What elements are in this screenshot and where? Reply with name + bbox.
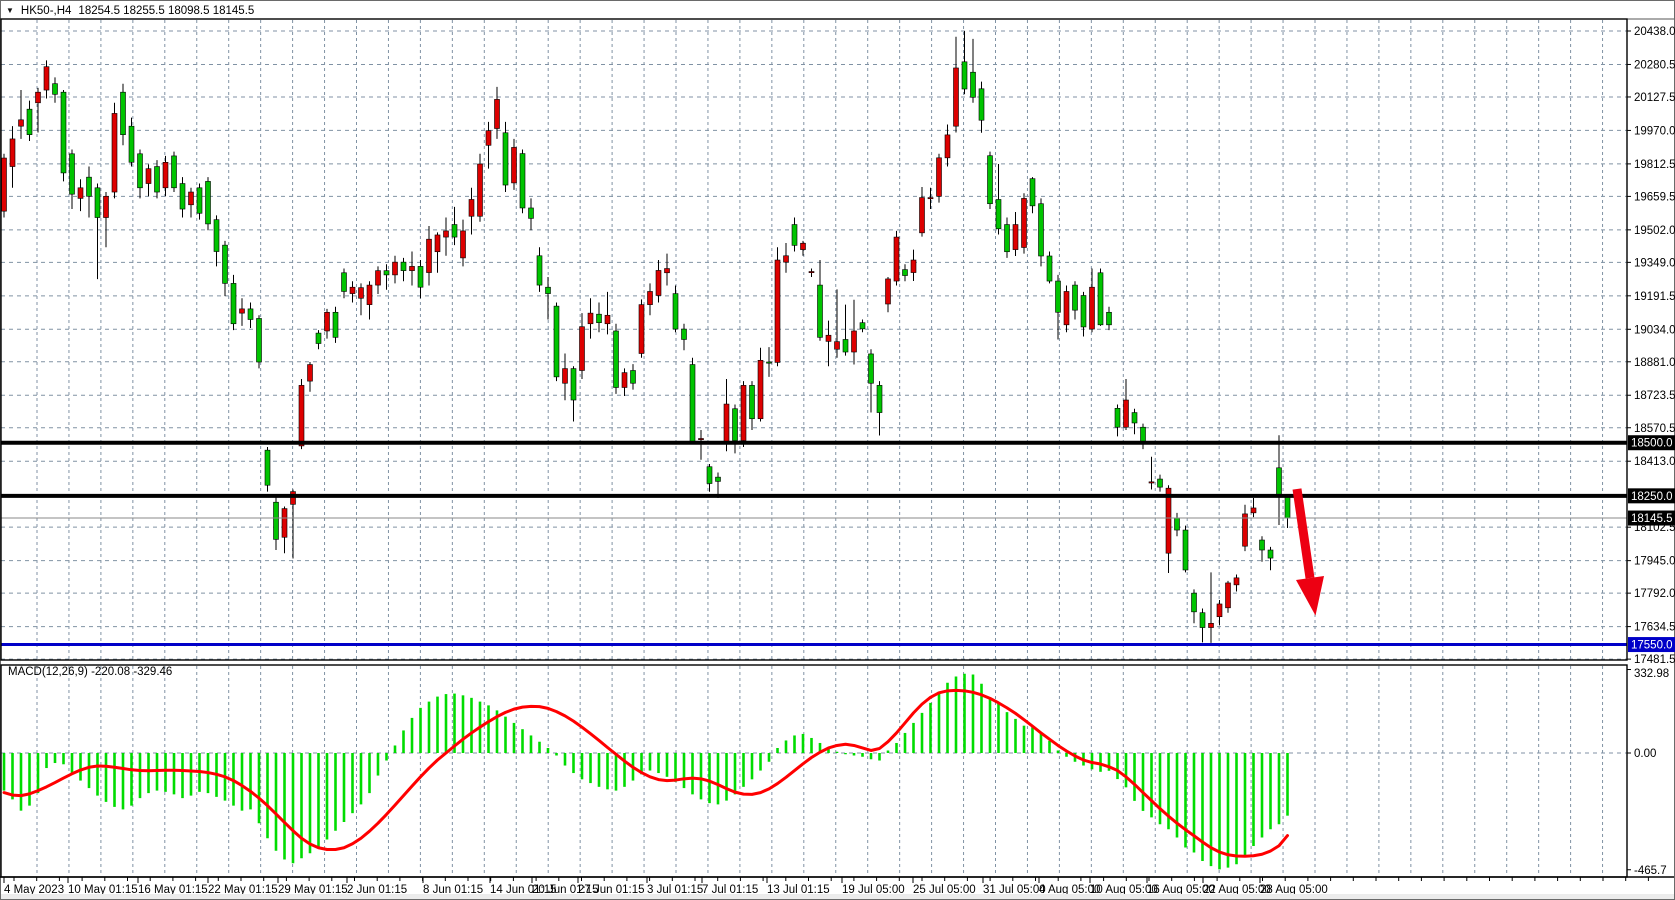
price-tick-label: 20438.0 [1634,26,1675,38]
price-tick-label: 17945.0 [1634,556,1675,568]
candles-layer [1,31,1291,643]
horizontal-scroll-area[interactable] [1,894,1674,899]
chart-title-overlay: ▼ HK50-,H4 18254.5 18255.5 18098.5 18145… [6,3,254,18]
macd-axis-label: -465.7 [1634,865,1667,877]
price-tick-label: 17792.0 [1634,588,1675,600]
date-tick-label: 14 Jun 01:15 [490,884,557,896]
date-tick-label: 31 Jul 05:00 [983,884,1046,896]
date-tick-label: 3 Jul 01:15 [647,884,703,896]
price-tick-label: 19812.5 [1634,159,1675,171]
price-tag-18250.0 [1628,488,1675,504]
pane-borders [0,18,1674,878]
date-tick-label: 8 Jun 01:15 [423,884,483,896]
price-tick-label: 17634.5 [1634,622,1675,634]
horizontal-level-lines[interactable] [1,440,1627,647]
symbol-timeframe-label: HK50-,H4 [20,4,72,17]
macd-name: MACD(12,26,9) [8,666,88,678]
date-tick-label: 28 Aug 05:00 [1260,884,1328,896]
date-tick-label: 10 May 01:15 [68,884,138,896]
down-arrow-icon [1296,576,1324,616]
date-tick-label: 29 May 01:15 [278,884,348,896]
macd-indicator-label: MACD(12,26,9) -220.08 -329.46 [8,666,172,678]
date-tick-label: 4 May 2023 [4,884,64,896]
grid-layer [1,20,1627,876]
price-tag-text: 17550.0 [1631,640,1673,652]
time-axis[interactable]: 4 May 2023 10 May 01:15 16 May 01:15 22 May… [0,876,1674,896]
date-tick-label: 19 Jul 05:00 [842,884,905,896]
date-tick-label: 7 Jul 01:15 [702,884,758,896]
price-tick-label: 18723.5 [1634,390,1675,402]
date-tick-label: 16 Aug 05:00 [1147,884,1215,896]
date-tick-label: 13 Jul 01:15 [767,884,830,896]
price-tag-text: 18500.0 [1631,438,1673,450]
price-tick-label: 18413.0 [1634,456,1675,468]
date-tick-label: 4 Aug 05:00 [1039,884,1100,896]
price-tag-text: 18145.5 [1631,513,1673,525]
price-tick-label: 18570.5 [1634,423,1675,435]
macd-axis-label: 0.00 [1634,748,1656,760]
macd-layer [2,673,1289,870]
price-tag-17550.0 [1628,637,1675,653]
price-tick-label: 19659.5 [1634,191,1675,203]
macd-main-value: -220.08 [91,666,131,678]
price-tick-label: 20127.5 [1634,92,1675,104]
price-tag-text: 18250.0 [1631,491,1673,503]
price-tick-label: 18881.0 [1634,357,1675,369]
ohlc-values: 18254.5 18255.5 18098.5 18145.5 [78,4,255,17]
macd-signal-value: -329.46 [133,666,173,678]
date-tick-label: 27 Jun 01:15 [578,884,645,896]
date-tick-label: 16 May 01:15 [138,884,208,896]
price-tag-18145.5 [1628,510,1675,526]
price-tick-label: 19034.0 [1634,324,1675,336]
date-tick-label: 22 May 01:15 [208,884,278,896]
price-tick-label: 20280.5 [1634,59,1675,71]
price-tick-label: 17481.5 [1634,654,1675,666]
price-tick-label: 19349.0 [1634,257,1675,269]
date-tick-label: 25 Jul 05:00 [913,884,976,896]
price-tag-18500.0 [1628,435,1675,451]
price-tick-label: 19502.0 [1634,225,1675,237]
trend-arrow-annotation[interactable] [1292,488,1324,616]
price-tick-label: 19970.0 [1634,125,1675,137]
price-tick-label: 19191.5 [1634,291,1675,303]
date-tick-label: 20 Jun 01:15 [532,884,599,896]
date-tick-label: 10 Aug 05:00 [1090,884,1158,896]
date-tick-label: 22 Aug 05:00 [1203,884,1271,896]
macd-axis-label: 332.98 [1634,668,1669,680]
date-tick-label: 2 Jun 01:15 [347,884,407,896]
price-axis[interactable]: 20438.0 20280.5 20127.5 19970.0 19812.5 19659… [1627,26,1675,877]
symbol-dropdown-icon: ▼ [6,6,14,15]
